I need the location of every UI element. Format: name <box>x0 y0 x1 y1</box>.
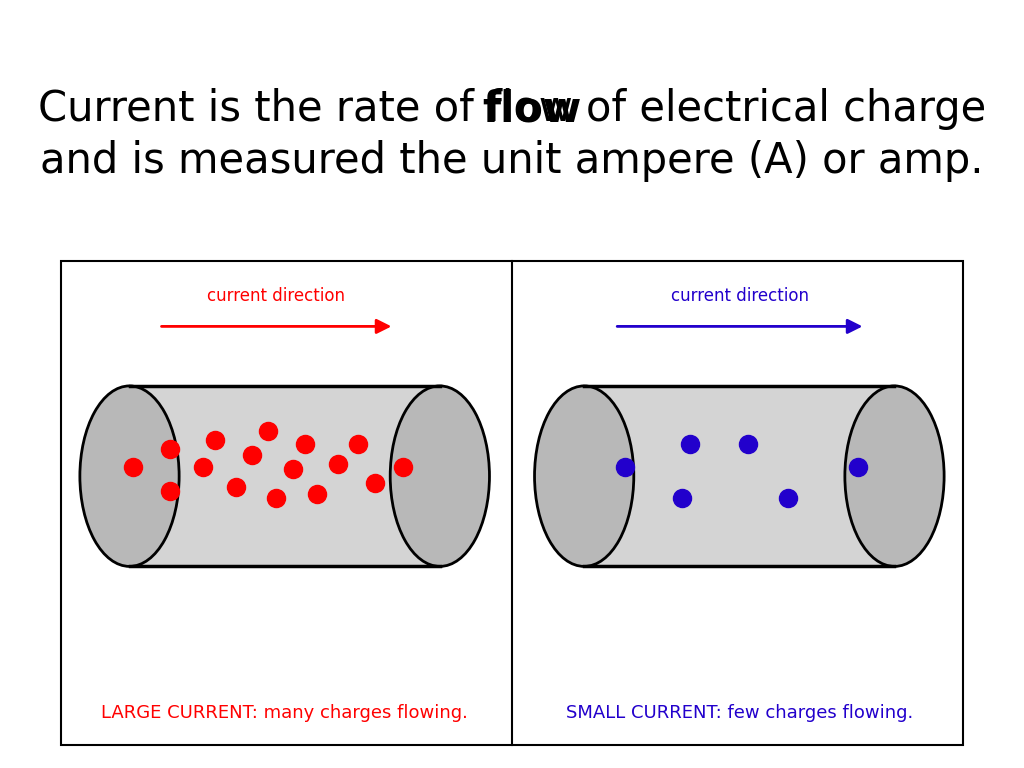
Bar <box>129 386 440 567</box>
Text: current direction: current direction <box>671 287 809 305</box>
Ellipse shape <box>845 386 944 567</box>
Bar <box>61 261 963 745</box>
Ellipse shape <box>535 386 634 567</box>
Text: SMALL CURRENT: few charges flowing.: SMALL CURRENT: few charges flowing. <box>565 703 913 722</box>
Text: current direction: current direction <box>208 287 345 305</box>
Text: LARGE CURRENT: many charges flowing.: LARGE CURRENT: many charges flowing. <box>101 703 468 722</box>
Text: flow: flow <box>482 88 582 130</box>
Text: and is measured the unit ampere (A) or amp.: and is measured the unit ampere (A) or a… <box>40 141 984 182</box>
Text: Current is the rate of flow of electrical charge: Current is the rate of flow of electrica… <box>38 88 986 130</box>
Ellipse shape <box>390 386 489 567</box>
Bar <box>584 386 895 567</box>
Ellipse shape <box>80 386 179 567</box>
